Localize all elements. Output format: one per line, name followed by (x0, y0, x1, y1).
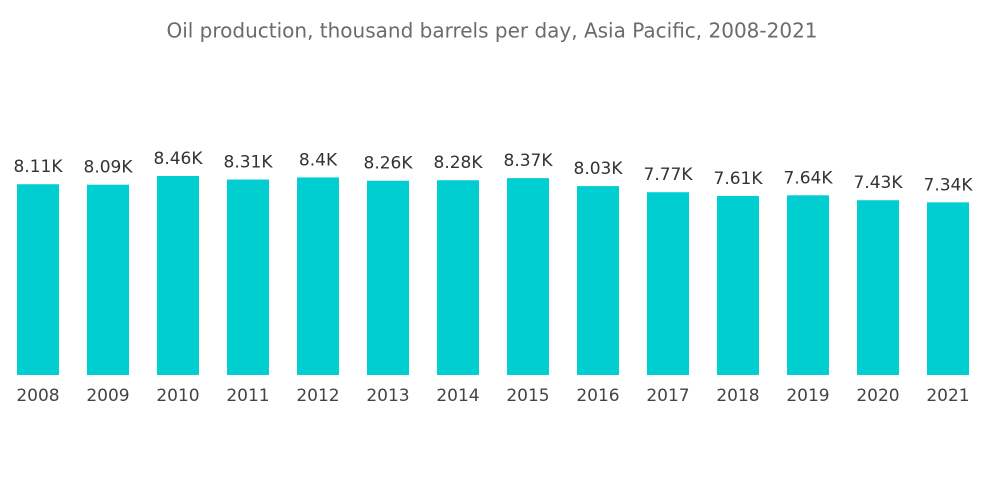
x-tick-label: 2013 (366, 386, 409, 406)
value-label: 8.37K (504, 151, 554, 171)
value-label: 8.31K (224, 153, 274, 173)
value-label: 8.4K (299, 150, 338, 170)
x-tick-label: 2012 (296, 386, 339, 406)
bar (787, 195, 829, 375)
bar (647, 192, 689, 375)
bar (857, 200, 899, 375)
x-tick-label: 2017 (646, 386, 689, 406)
value-label: 8.11K (14, 157, 64, 177)
value-label: 8.09K (84, 158, 134, 178)
bar (507, 178, 549, 375)
value-label: 8.28K (434, 153, 484, 173)
x-tick-label: 2021 (926, 386, 969, 406)
x-tick-label: 2010 (156, 386, 199, 406)
bar (87, 184, 129, 375)
value-label: 8.46K (154, 149, 204, 169)
bar (577, 186, 619, 375)
x-tick-label: 2019 (786, 386, 829, 406)
bar (227, 179, 269, 375)
x-tick-label: 2011 (226, 386, 269, 406)
bar (297, 177, 339, 375)
bar (437, 180, 479, 375)
chart-title: Oil production, thousand barrels per day… (166, 19, 817, 43)
x-tick-label: 2018 (716, 386, 759, 406)
x-tick-label: 2020 (856, 386, 899, 406)
bar (17, 184, 59, 375)
x-tick-label: 2009 (86, 386, 129, 406)
value-label: 7.77K (644, 165, 694, 185)
value-label: 7.43K (854, 173, 904, 193)
bar (157, 176, 199, 375)
bar (927, 202, 969, 375)
value-label: 8.03K (574, 159, 624, 179)
x-tick-label: 2008 (16, 386, 59, 406)
value-label: 7.61K (714, 169, 764, 189)
x-tick-label: 2016 (576, 386, 619, 406)
bar (717, 195, 759, 375)
value-label: 7.64K (784, 168, 834, 188)
x-tick-label: 2014 (436, 386, 479, 406)
value-label: 7.34K (924, 175, 974, 195)
x-tick-label: 2015 (506, 386, 549, 406)
value-label: 8.26K (364, 154, 414, 174)
bar (367, 180, 409, 375)
